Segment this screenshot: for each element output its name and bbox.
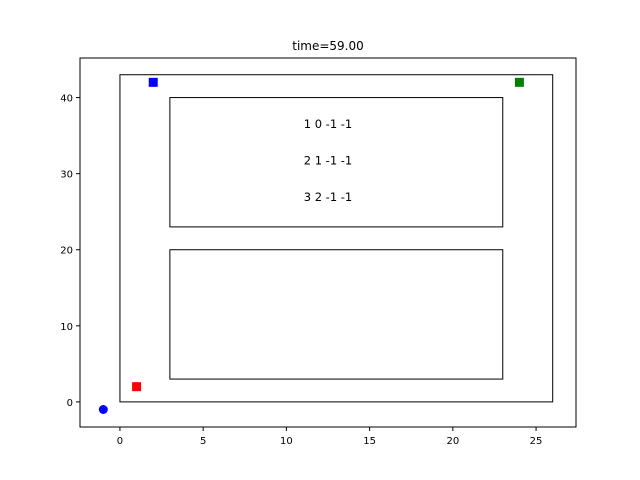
x-tick-label-2: 10 [280,436,293,447]
y-tick-label-3: 30 [60,170,73,181]
y-tick-label-2: 20 [60,246,73,257]
y-tick-label-4: 40 [60,94,73,105]
region-rect-1 [169,97,504,228]
y-tick-label-1: 10 [60,322,73,333]
x-tick-label-1: 5 [200,436,206,447]
region-rect-0 [119,74,554,403]
point-square-2 [148,77,158,87]
point-circle-0 [98,405,108,415]
axes-frame [79,57,577,428]
x-tick-label-3: 15 [363,436,376,447]
region-rect-2 [169,249,504,380]
plot-area: 1 0 -1 -1 2 1 -1 -1 3 2 -1 -1 0 5 10 15 20 25 0 10… [60,57,577,447]
x-tick-label-4: 20 [446,436,459,447]
annotation-text-1: 2 1 -1 -1 [304,154,353,168]
x-tick-label-0: 0 [117,436,123,447]
chart-title: time=59.00 [292,39,364,53]
annotation-text-0: 1 0 -1 -1 [304,117,353,131]
point-square-1 [132,382,142,392]
point-square-3 [514,77,524,87]
x-tick-label-5: 25 [530,436,543,447]
annotation-text-2: 3 2 -1 -1 [304,190,353,204]
y-tick-label-0: 0 [67,398,73,409]
